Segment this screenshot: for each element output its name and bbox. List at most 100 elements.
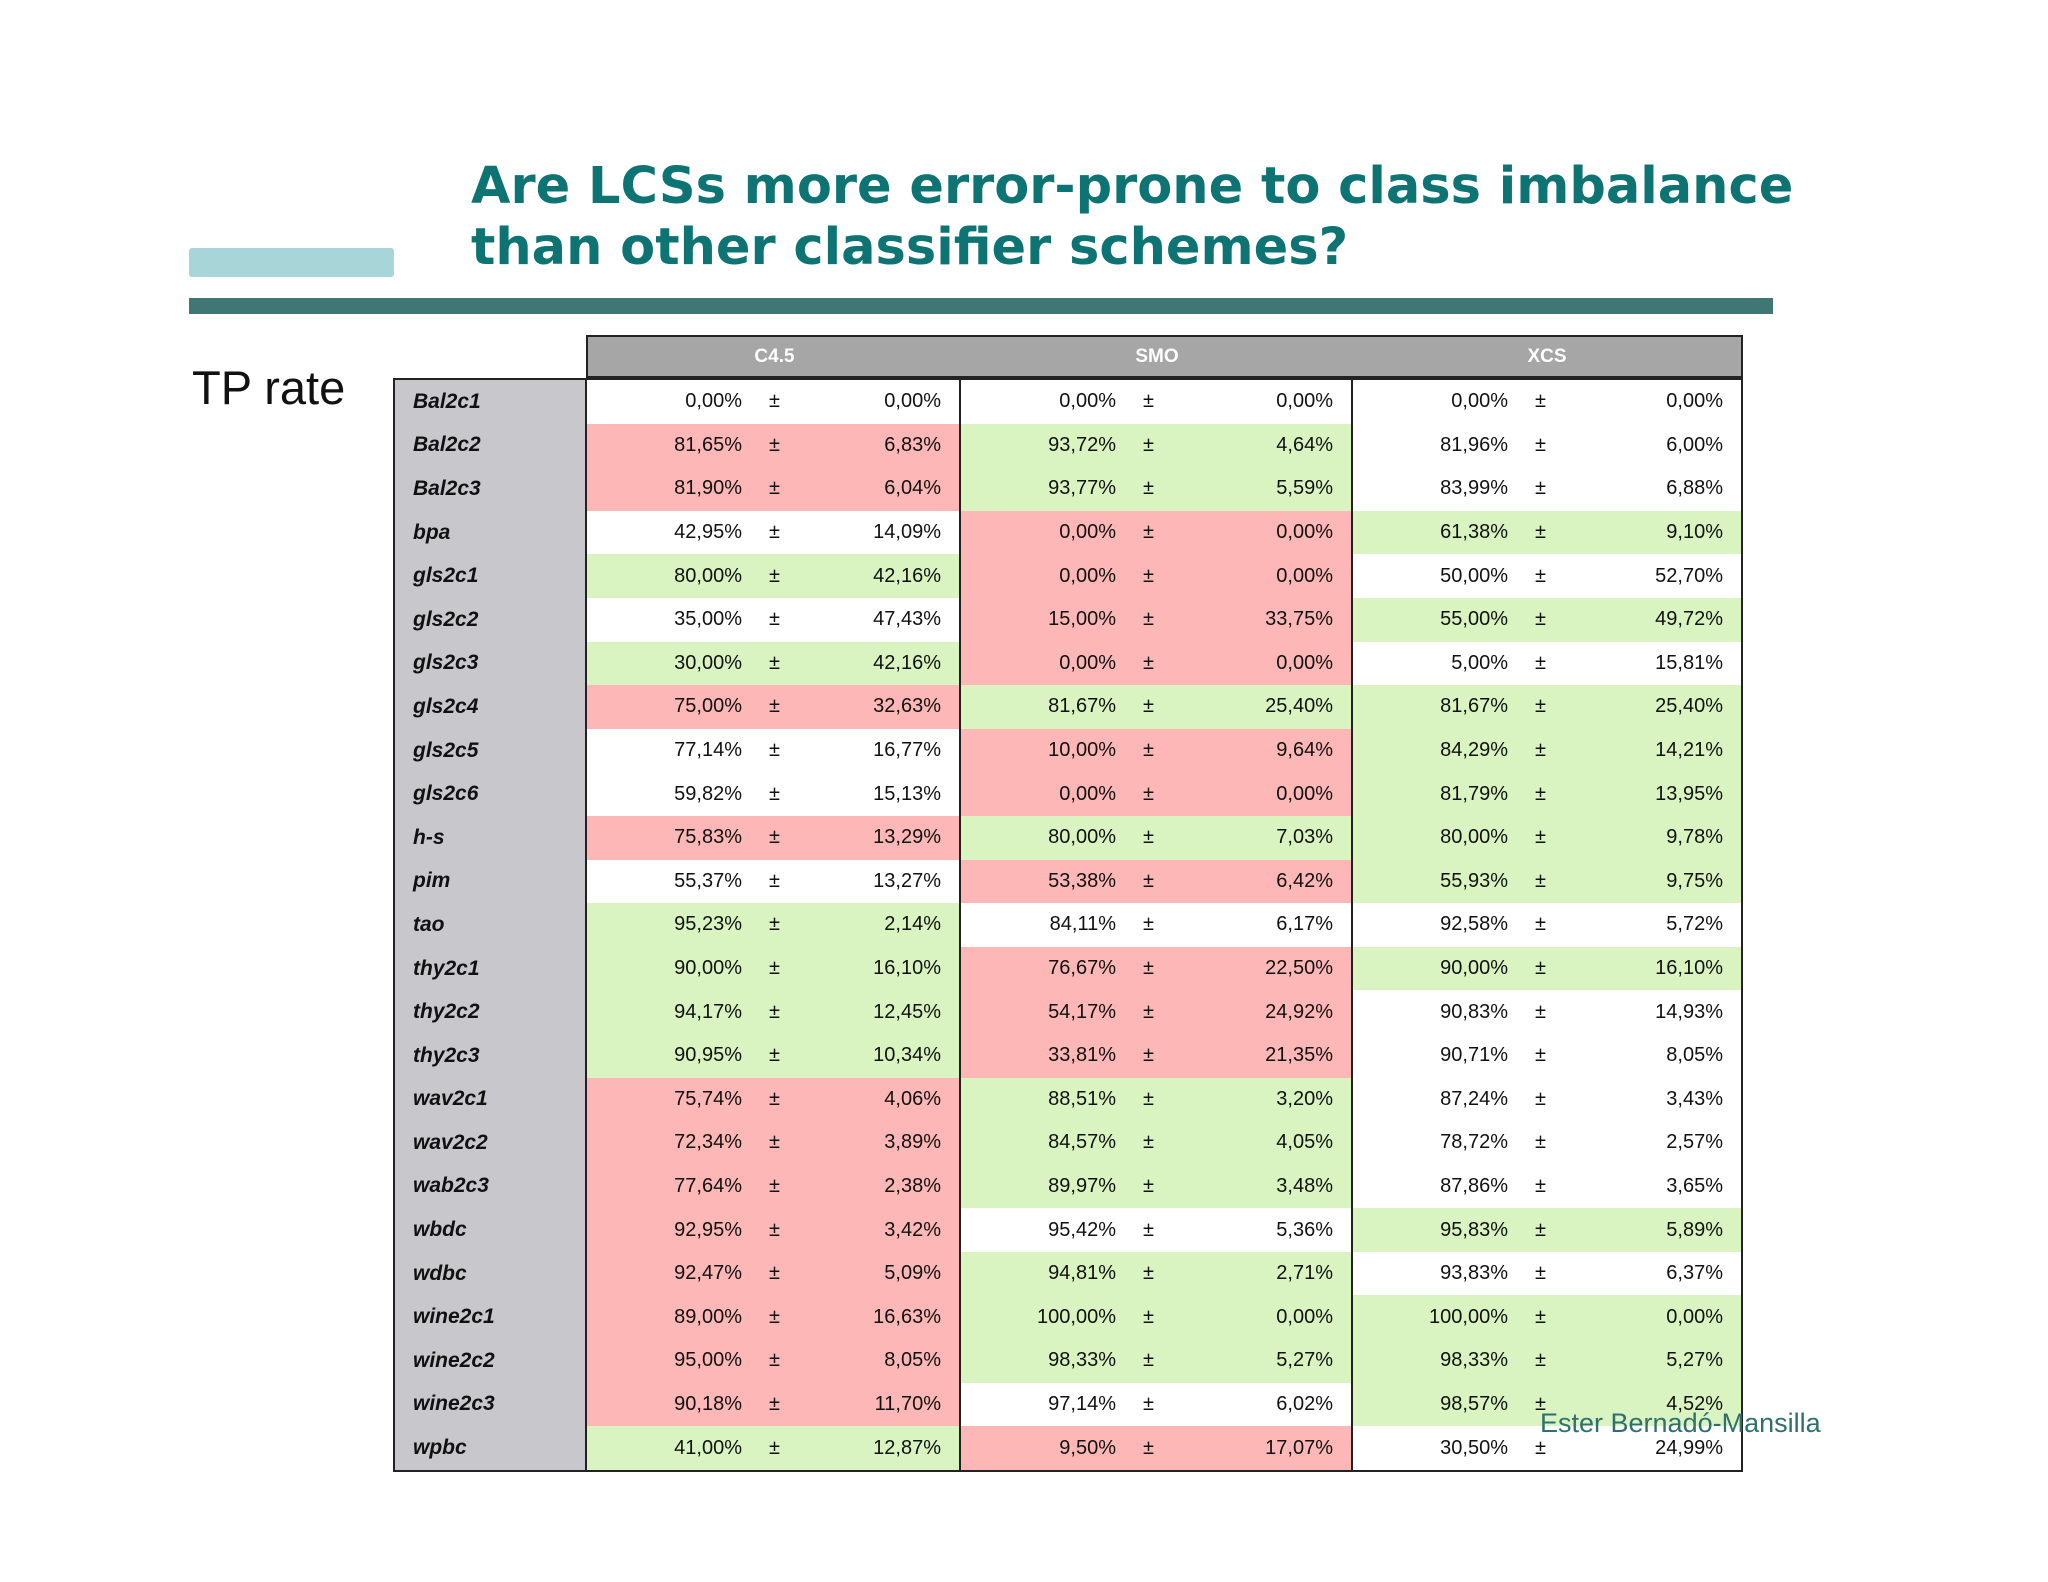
plus-minus-sign: ± bbox=[1143, 957, 1154, 980]
slide-title: Are LCSs more error-prone to class imbal… bbox=[471, 156, 1793, 278]
result-cell: 42,95% ±14,09% bbox=[587, 510, 961, 555]
result-cell: 81,90% ±6,04% bbox=[587, 467, 961, 511]
mean-value: 87,86% bbox=[1440, 1174, 1508, 1197]
result-cell: 95,23% ±2,14% bbox=[587, 903, 961, 947]
mean-value: 54,17% bbox=[1048, 1000, 1116, 1023]
mean-value: 55,93% bbox=[1440, 869, 1508, 892]
plus-minus-sign: ± bbox=[1143, 1044, 1154, 1067]
result-cell: 84,29% ±14,21% bbox=[1353, 728, 1741, 773]
result-cell: 98,33% ±5,27% bbox=[1353, 1339, 1741, 1383]
dataset-name: thy2c1 bbox=[395, 946, 587, 991]
mean-value: 83,99% bbox=[1440, 477, 1508, 500]
mean-value: 89,97% bbox=[1048, 1174, 1116, 1197]
plus-minus-sign: ± bbox=[1535, 1305, 1546, 1328]
dataset-name: wbdc bbox=[395, 1208, 587, 1252]
std-value: 5,72% bbox=[1666, 913, 1723, 936]
std-value: 15,13% bbox=[873, 782, 941, 805]
mean-value: 92,47% bbox=[674, 1262, 742, 1285]
result-cell: 61,38% ±9,10% bbox=[1353, 510, 1741, 555]
table-row: wab2c3 77,64% ±2,38% 89,97% ±3,48% 87,86% ±3,6… bbox=[395, 1164, 1741, 1209]
result-cell: 75,00% ±32,63% bbox=[587, 685, 961, 729]
std-value: 9,78% bbox=[1666, 826, 1723, 849]
mean-value: 75,00% bbox=[674, 695, 742, 718]
result-cell: 84,57% ±4,05% bbox=[961, 1121, 1353, 1165]
plus-minus-sign: ± bbox=[769, 739, 780, 762]
result-cell: 93,83% ±6,37% bbox=[1353, 1251, 1741, 1296]
dataset-name: h-s bbox=[395, 815, 587, 860]
header-smo: SMO bbox=[1135, 345, 1179, 367]
plus-minus-sign: ± bbox=[1143, 1000, 1154, 1023]
std-value: 5,09% bbox=[884, 1262, 941, 1285]
result-cell: 81,67% ±25,40% bbox=[1353, 685, 1741, 729]
slide-title-line-2: than other classifier schemes? bbox=[471, 218, 1349, 277]
std-value: 9,10% bbox=[1666, 521, 1723, 544]
std-value: 14,93% bbox=[1655, 1000, 1723, 1023]
std-value: 25,40% bbox=[1265, 695, 1333, 718]
plus-minus-sign: ± bbox=[1143, 1087, 1154, 1110]
result-cell: 93,77% ±5,59% bbox=[961, 467, 1353, 511]
mean-value: 90,00% bbox=[1440, 957, 1508, 980]
std-value: 0,00% bbox=[884, 390, 941, 413]
result-cell: 77,64% ±2,38% bbox=[587, 1164, 961, 1209]
mean-value: 41,00% bbox=[674, 1436, 742, 1459]
plus-minus-sign: ± bbox=[769, 1044, 780, 1067]
result-cell: 53,38% ±6,42% bbox=[961, 859, 1353, 904]
result-cell: 54,17% ±24,92% bbox=[961, 990, 1353, 1034]
author-footer: Ester Bernadó-Mansilla bbox=[1540, 1408, 1821, 1438]
plus-minus-sign: ± bbox=[1143, 739, 1154, 762]
plus-minus-sign: ± bbox=[1535, 826, 1546, 849]
plus-minus-sign: ± bbox=[769, 1131, 780, 1154]
result-cell: 72,34% ±3,89% bbox=[587, 1121, 961, 1165]
plus-minus-sign: ± bbox=[1535, 477, 1546, 500]
std-value: 13,27% bbox=[873, 869, 941, 892]
std-value: 12,45% bbox=[873, 1000, 941, 1023]
mean-value: 78,72% bbox=[1440, 1131, 1508, 1154]
result-cell: 55,00% ±49,72% bbox=[1353, 597, 1741, 642]
table-row: wpbc 41,00% ±12,87% 9,50% ±17,07% 30,50% ±24,9… bbox=[395, 1426, 1741, 1470]
mean-value: 0,00% bbox=[1059, 651, 1116, 674]
mean-value: 80,00% bbox=[674, 564, 742, 587]
dataset-name: wab2c3 bbox=[395, 1164, 587, 1209]
std-value: 3,89% bbox=[884, 1131, 941, 1154]
plus-minus-sign: ± bbox=[1143, 826, 1154, 849]
result-cell: 83,99% ±6,88% bbox=[1353, 467, 1741, 511]
std-value: 10,34% bbox=[873, 1044, 941, 1067]
mean-value: 93,77% bbox=[1048, 477, 1116, 500]
std-value: 14,09% bbox=[873, 521, 941, 544]
result-cell: 41,00% ±12,87% bbox=[587, 1426, 961, 1470]
mean-value: 9,50% bbox=[1059, 1436, 1116, 1459]
result-cell: 92,47% ±5,09% bbox=[587, 1251, 961, 1296]
std-value: 0,00% bbox=[1666, 1305, 1723, 1328]
result-cell: 0,00% ±0,00% bbox=[961, 772, 1353, 816]
result-cell: 87,24% ±3,43% bbox=[1353, 1077, 1741, 1122]
std-value: 4,52% bbox=[1666, 1392, 1723, 1415]
mean-value: 81,79% bbox=[1440, 782, 1508, 805]
plus-minus-sign: ± bbox=[1143, 521, 1154, 544]
mean-value: 35,00% bbox=[674, 608, 742, 631]
mean-value: 93,72% bbox=[1048, 433, 1116, 456]
std-value: 13,29% bbox=[873, 826, 941, 849]
mean-value: 80,00% bbox=[1048, 826, 1116, 849]
plus-minus-sign: ± bbox=[1143, 695, 1154, 718]
std-value: 2,57% bbox=[1666, 1131, 1723, 1154]
plus-minus-sign: ± bbox=[1535, 957, 1546, 980]
plus-minus-sign: ± bbox=[769, 1392, 780, 1415]
table-row: wdbc 92,47% ±5,09% 94,81% ±2,71% 93,83% ±6,37% bbox=[395, 1251, 1741, 1296]
plus-minus-sign: ± bbox=[769, 826, 780, 849]
plus-minus-sign: ± bbox=[769, 957, 780, 980]
mean-value: 95,42% bbox=[1048, 1218, 1116, 1241]
plus-minus-sign: ± bbox=[1535, 1044, 1546, 1067]
result-cell: 90,00% ±16,10% bbox=[587, 946, 961, 991]
mean-value: 53,38% bbox=[1048, 869, 1116, 892]
table-row: thy2c3 90,95% ±10,34% 33,81% ±21,35% 90,71% ±8… bbox=[395, 1033, 1741, 1078]
table-row: wbdc 92,95% ±3,42% 95,42% ±5,36% 95,83% ±5,89% bbox=[395, 1208, 1741, 1252]
std-value: 0,00% bbox=[1666, 390, 1723, 413]
plus-minus-sign: ± bbox=[1143, 608, 1154, 631]
result-cell: 5,00% ±15,81% bbox=[1353, 641, 1741, 686]
std-value: 6,00% bbox=[1666, 433, 1723, 456]
result-cell: 90,95% ±10,34% bbox=[587, 1033, 961, 1078]
plus-minus-sign: ± bbox=[1535, 782, 1546, 805]
result-cell: 9,50% ±17,07% bbox=[961, 1426, 1353, 1470]
std-value: 6,04% bbox=[884, 477, 941, 500]
mean-value: 95,00% bbox=[674, 1349, 742, 1372]
